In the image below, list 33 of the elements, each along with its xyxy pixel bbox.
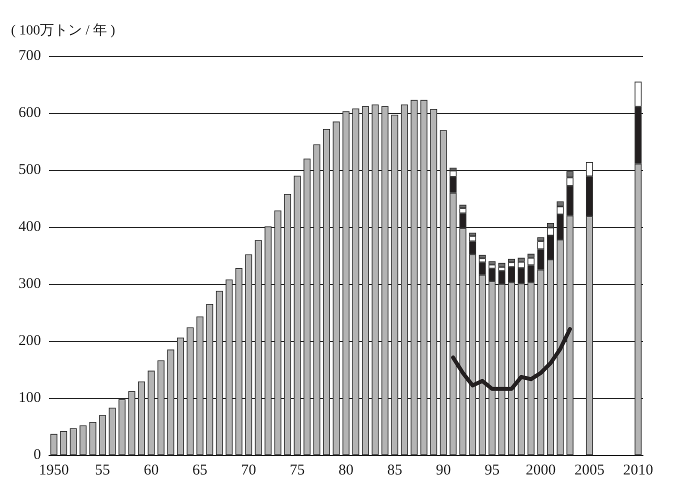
x-tick-label: 60 — [144, 462, 159, 478]
y-tick-label: 100 — [18, 390, 41, 406]
x-tick-label: 70 — [241, 462, 256, 478]
y-tick-label: 200 — [18, 333, 41, 349]
bar — [498, 262, 506, 267]
bar — [478, 254, 486, 258]
x-tick-label: 2000 — [526, 462, 556, 478]
x-tick-label: 80 — [338, 462, 354, 478]
x-tick-label: 55 — [95, 462, 110, 478]
y-tick-label: 700 — [18, 48, 41, 64]
y-tick-label: 500 — [18, 162, 41, 178]
bar — [50, 434, 58, 455]
x-tick-label: 75 — [290, 462, 305, 478]
y-tick-label: 300 — [18, 276, 41, 292]
x-tick-label: 90 — [436, 462, 451, 478]
x-tick-label: 2010 — [623, 462, 654, 478]
x-tick-label: 95 — [484, 462, 500, 478]
y-tick-label: 400 — [18, 219, 41, 235]
bar — [80, 425, 87, 455]
y-axis-title: ( 100万トン / 年 ) — [11, 22, 116, 38]
bar — [108, 408, 116, 455]
bar — [99, 415, 106, 455]
x-tick-label: 65 — [192, 462, 208, 478]
bar — [60, 431, 68, 455]
x-tick-label: 1950 — [38, 462, 69, 478]
bar — [89, 422, 96, 455]
bar — [70, 428, 77, 455]
line-series — [451, 327, 572, 391]
y-tick-label: 0 — [34, 447, 41, 463]
x-tick-label: 2005 — [574, 462, 604, 478]
x-tick-label: 85 — [387, 462, 402, 478]
bar — [488, 261, 496, 265]
y-tick-label: 600 — [18, 105, 41, 121]
